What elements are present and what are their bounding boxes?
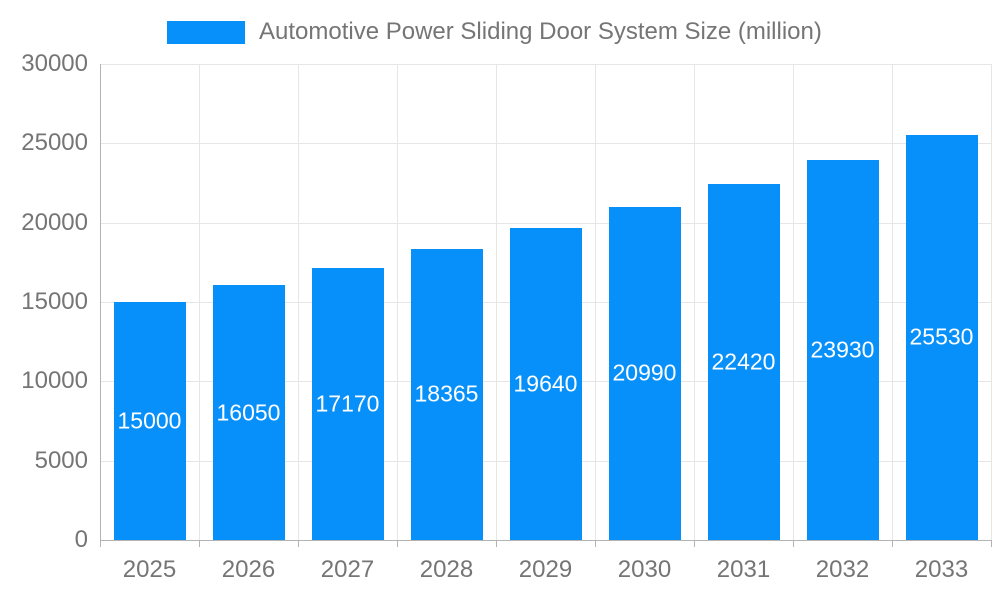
v-gridline	[595, 64, 596, 540]
bar-value-label: 20990	[612, 359, 677, 386]
x-axis-label: 2026	[221, 556, 276, 583]
v-gridline	[199, 64, 200, 540]
x-tick	[892, 540, 893, 547]
legend: Automotive Power Sliding Door System Siz…	[167, 18, 822, 45]
x-tick	[595, 540, 596, 547]
legend-series-label: Automotive Power Sliding Door System Siz…	[259, 18, 822, 45]
y-axis-label: 10000	[21, 367, 88, 395]
x-tick	[298, 540, 299, 547]
x-axis-line	[100, 540, 992, 541]
x-axis-label: 2029	[518, 556, 573, 583]
x-axis-label: 2030	[617, 556, 672, 583]
bar-2029[interactable]	[509, 228, 582, 540]
y-axis-label: 15000	[21, 288, 88, 315]
bar-2027[interactable]	[311, 267, 384, 540]
bar-2025[interactable]	[113, 302, 186, 540]
bar-value-label: 17170	[315, 390, 380, 417]
y-axis-label: 30000	[21, 50, 88, 77]
x-axis-label: 2027	[320, 556, 375, 583]
x-axis-label: 2025	[122, 556, 177, 583]
x-tick	[694, 540, 695, 547]
v-gridline	[496, 64, 497, 540]
bar-2026[interactable]	[212, 285, 285, 540]
v-gridline	[793, 64, 794, 540]
h-gridline	[100, 222, 991, 224]
bar-value-label: 23930	[810, 336, 875, 363]
bar-value-label: 18365	[414, 380, 479, 407]
x-tick	[199, 540, 200, 547]
y-axis-line	[100, 64, 101, 547]
x-tick	[496, 540, 497, 547]
v-gridline	[694, 64, 695, 540]
x-tick	[991, 540, 992, 547]
bar-value-label: 22420	[711, 348, 776, 375]
bar-2028[interactable]	[410, 248, 483, 540]
y-axis-label: 25000	[21, 129, 88, 157]
v-gridline	[991, 64, 992, 540]
h-gridline	[100, 143, 991, 145]
v-gridline	[892, 64, 893, 540]
bar-2033[interactable]	[905, 134, 978, 540]
x-axis-label: 2031	[716, 556, 771, 583]
plot-area: 15000 16050 17170 18365 19640 20990 22420 23930…	[100, 64, 992, 540]
legend-swatch	[167, 20, 245, 44]
h-gridline	[100, 64, 991, 65]
x-axis-label: 2033	[914, 556, 969, 583]
bar-2031[interactable]	[707, 184, 780, 540]
bar-value-label: 19640	[513, 370, 578, 397]
bar-2030[interactable]	[608, 206, 681, 540]
bar-value-label: 15000	[117, 407, 182, 434]
x-axis-label: 2032	[815, 556, 870, 583]
v-gridline	[298, 64, 299, 540]
v-gridline	[397, 64, 398, 540]
y-axis-label: 20000	[21, 208, 88, 236]
bar-value-label: 25530	[909, 323, 974, 350]
bar-value-label: 16050	[216, 399, 281, 426]
x-axis-label: 2028	[419, 556, 474, 583]
x-tick	[793, 540, 794, 547]
y-axis-label: 5000	[34, 446, 88, 474]
x-tick	[397, 540, 398, 547]
bar-2032[interactable]	[806, 160, 879, 540]
y-axis-label: 0	[74, 526, 88, 553]
